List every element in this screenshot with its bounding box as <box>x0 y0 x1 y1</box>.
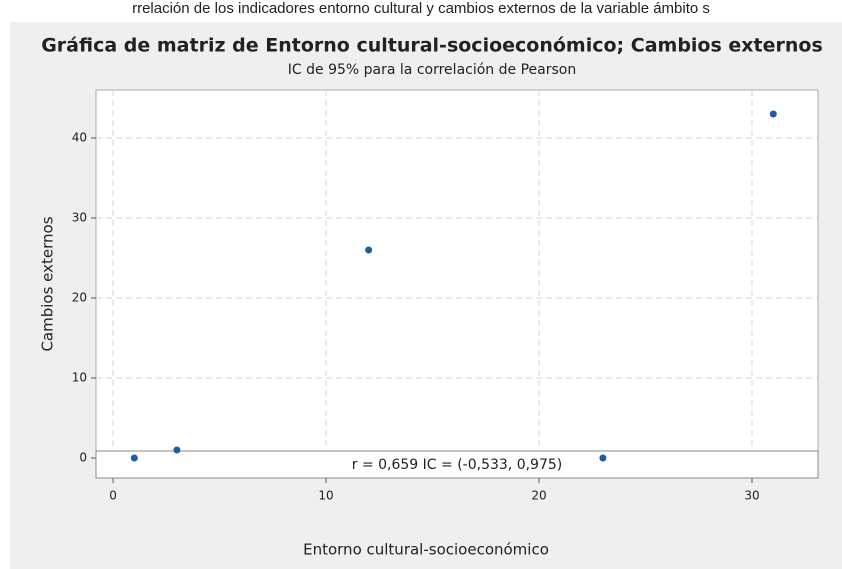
annotation: r = 0,659 IC = (-0,533, 0,975) <box>352 457 563 473</box>
y-tick-label: 20 <box>72 291 87 305</box>
x-tick-label: 10 <box>318 489 333 503</box>
chart-subtitle: IC de 95% para la correlación de Pearson <box>288 62 576 78</box>
annotation-box <box>95 450 819 479</box>
point <box>130 454 138 462</box>
point <box>173 446 181 454</box>
y-tick-label: 40 <box>72 131 87 145</box>
x-tick-label: 0 <box>109 489 117 503</box>
chart-title: Gráfica de matriz de Entorno cultural-so… <box>41 35 823 57</box>
point <box>599 454 607 462</box>
x-axis-label: Entorno cultural-socioeconómico <box>303 541 549 559</box>
y-tick-label: 30 <box>72 211 87 225</box>
y-tick-label: 10 <box>72 371 87 385</box>
x-tick-label: 30 <box>744 489 759 503</box>
caption: rrelación de los indicadores entorno cul… <box>132 0 710 17</box>
point <box>365 246 373 254</box>
point <box>769 110 777 118</box>
plot-area <box>95 89 819 479</box>
y-axis-label: Cambios externos <box>39 216 57 351</box>
y-tick-label: 0 <box>79 451 87 465</box>
x-tick-label: 20 <box>531 489 546 503</box>
